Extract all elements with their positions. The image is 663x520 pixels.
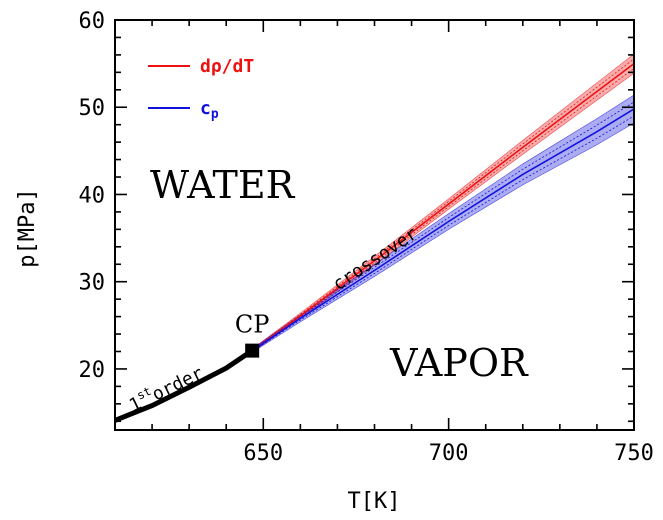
x-tick-label-700: 700 <box>429 441 469 466</box>
x-tick-label-750: 750 <box>614 441 654 466</box>
axis-tick-labels: 650 700 750 20 30 40 50 60 <box>79 9 654 466</box>
y-tick-label-60: 60 <box>79 9 106 34</box>
band-2 <box>251 94 634 353</box>
series-line-2 <box>251 108 634 352</box>
y-axis-title: p[MPa] <box>15 188 40 267</box>
band-hatch-2-0 <box>251 115 634 352</box>
critical-point-label: CP <box>235 311 270 339</box>
uncertainty-bands <box>251 53 634 353</box>
first-order-superscript: st <box>134 384 153 403</box>
critical-point-marker <box>245 343 260 358</box>
y-tick-label-20: 20 <box>79 358 106 383</box>
legend: dρ/dT cp <box>148 56 254 122</box>
band-hatch-1-0 <box>251 68 634 352</box>
y-tick-label-40: 40 <box>79 183 106 208</box>
y-tick-label-30: 30 <box>79 271 106 296</box>
series-line-0 <box>115 348 255 423</box>
band-hatch-2-1 <box>251 101 634 351</box>
x-tick-label-650: 650 <box>243 441 283 466</box>
axis-ticks <box>115 19 634 430</box>
water-label: WATER <box>150 163 296 207</box>
crossover-label: crossover <box>329 223 422 295</box>
x-axis-title: T[K] <box>348 489 401 514</box>
first-order-label: 1storder <box>125 360 207 416</box>
first-order-text: order <box>149 363 207 406</box>
legend-label-drho-dt: dρ/dT <box>200 56 254 77</box>
series-lines <box>115 62 634 423</box>
legend-label-cp: cp <box>200 98 219 122</box>
band-hatch-1-1 <box>251 58 634 351</box>
y-tick-label-50: 50 <box>79 96 106 121</box>
series-line-1 <box>251 62 634 352</box>
vapor-label: VAPOR <box>389 341 529 385</box>
band-1 <box>251 53 634 353</box>
